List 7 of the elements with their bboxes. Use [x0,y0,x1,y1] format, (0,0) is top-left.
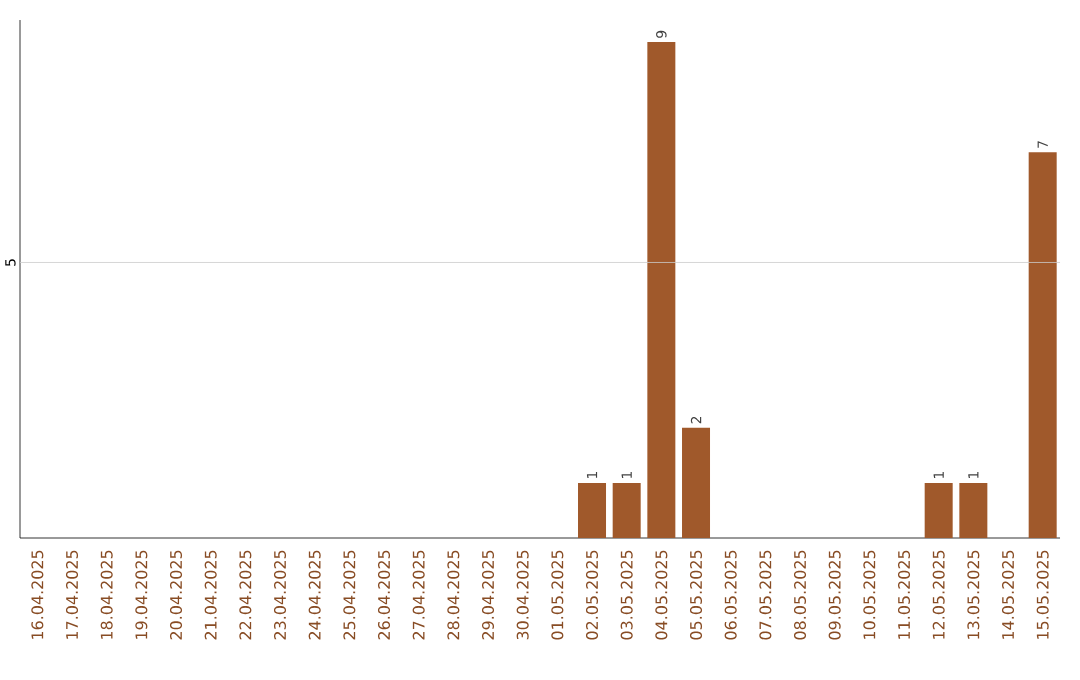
bar [924,482,953,538]
bar [612,482,641,538]
bar [682,427,711,538]
bar [578,482,607,538]
bar [959,482,988,538]
bar [1028,152,1057,538]
bar [647,42,676,538]
